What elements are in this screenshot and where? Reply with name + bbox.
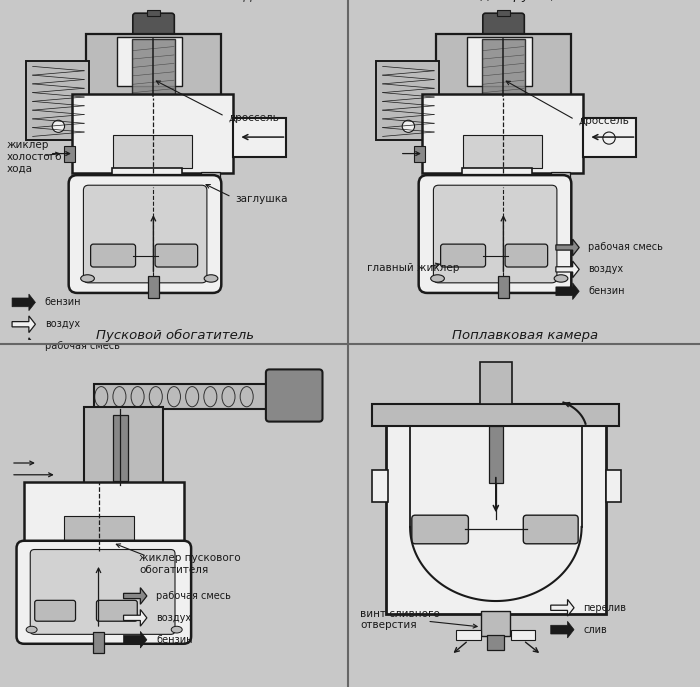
Polygon shape: [123, 631, 147, 648]
Text: бензин: бензин: [45, 297, 81, 307]
Text: жиклер
холостого
хода: жиклер холостого хода: [7, 140, 62, 173]
Text: бензин: бензин: [589, 286, 625, 296]
Bar: [64, 516, 134, 545]
Bar: [551, 172, 570, 185]
Text: винт сливного
отверстия: винт сливного отверстия: [360, 609, 440, 631]
Text: главный жиклер: главный жиклер: [368, 262, 460, 273]
FancyBboxPatch shape: [155, 244, 197, 267]
Circle shape: [402, 120, 414, 133]
Bar: [489, 426, 503, 483]
Polygon shape: [556, 239, 579, 256]
FancyBboxPatch shape: [266, 370, 323, 422]
Bar: [456, 630, 481, 640]
FancyBboxPatch shape: [17, 541, 191, 644]
Bar: [148, 276, 159, 298]
Bar: [422, 94, 583, 173]
FancyBboxPatch shape: [440, 244, 486, 267]
Polygon shape: [556, 283, 579, 300]
Bar: [414, 146, 424, 162]
FancyBboxPatch shape: [505, 244, 547, 267]
Circle shape: [52, 120, 64, 133]
Bar: [72, 94, 233, 173]
FancyBboxPatch shape: [433, 185, 557, 283]
Bar: [498, 276, 509, 298]
Bar: [463, 135, 542, 168]
Bar: [480, 362, 512, 404]
Bar: [233, 118, 286, 157]
Bar: [86, 34, 221, 98]
Polygon shape: [556, 261, 579, 278]
Text: заглушка: заглушка: [235, 194, 288, 203]
Ellipse shape: [554, 275, 568, 282]
Bar: [113, 415, 128, 481]
Bar: [64, 146, 74, 162]
Title: Пусковой обогатитель: Пусковой обогатитель: [96, 329, 254, 342]
Polygon shape: [551, 600, 574, 616]
Bar: [510, 630, 536, 640]
Bar: [606, 470, 621, 502]
FancyBboxPatch shape: [69, 175, 221, 293]
Circle shape: [603, 132, 615, 144]
Bar: [583, 118, 636, 157]
FancyBboxPatch shape: [412, 515, 468, 544]
Polygon shape: [123, 587, 147, 605]
Bar: [376, 60, 440, 139]
Bar: [487, 635, 505, 650]
Text: жиклер пускового
обогатителя: жиклер пускового обогатителя: [139, 553, 241, 575]
Text: воздух: воздух: [156, 613, 191, 623]
FancyBboxPatch shape: [83, 185, 207, 283]
Text: воздух: воздух: [589, 264, 624, 274]
Text: бензин: бензин: [156, 635, 192, 644]
Text: перелив: перелив: [583, 602, 627, 613]
Bar: [482, 39, 525, 96]
Text: рабочая смесь: рабочая смесь: [589, 243, 664, 253]
Polygon shape: [551, 621, 574, 638]
FancyBboxPatch shape: [483, 13, 524, 41]
FancyBboxPatch shape: [84, 407, 163, 485]
Bar: [467, 37, 532, 86]
Text: рабочая смесь: рабочая смесь: [45, 341, 120, 351]
Ellipse shape: [26, 627, 37, 633]
Bar: [372, 470, 388, 502]
Bar: [24, 482, 183, 550]
Bar: [497, 10, 510, 16]
Title: Поплавковая камера: Поплавковая камера: [452, 329, 598, 342]
FancyBboxPatch shape: [524, 515, 578, 544]
FancyBboxPatch shape: [35, 600, 76, 621]
Polygon shape: [12, 338, 36, 354]
FancyBboxPatch shape: [419, 175, 571, 293]
Bar: [93, 632, 104, 653]
Bar: [26, 60, 90, 139]
FancyBboxPatch shape: [386, 414, 606, 614]
Polygon shape: [12, 294, 36, 311]
Text: слив: слив: [583, 624, 607, 635]
FancyBboxPatch shape: [90, 244, 136, 267]
Bar: [201, 172, 220, 185]
Title: Система холостого хода: Система холостого хода: [89, 0, 261, 2]
FancyBboxPatch shape: [30, 550, 175, 634]
Bar: [436, 34, 571, 98]
Bar: [372, 404, 620, 426]
Bar: [94, 384, 288, 409]
Text: воздух: воздух: [45, 319, 80, 329]
Bar: [461, 168, 532, 187]
Ellipse shape: [430, 275, 444, 282]
Bar: [481, 611, 510, 636]
Ellipse shape: [80, 275, 94, 282]
Text: дроссель: дроссель: [578, 116, 629, 126]
Bar: [117, 37, 182, 86]
Polygon shape: [12, 316, 36, 333]
FancyBboxPatch shape: [133, 13, 174, 41]
Bar: [132, 39, 175, 96]
Text: рабочая смесь: рабочая смесь: [156, 591, 231, 601]
Text: дроссель: дроссель: [228, 113, 279, 123]
Bar: [111, 168, 182, 187]
Ellipse shape: [172, 627, 182, 633]
Title: Главная дозирующая система: Главная дозирующая система: [419, 0, 631, 2]
FancyBboxPatch shape: [97, 600, 137, 621]
Polygon shape: [123, 609, 147, 626]
Ellipse shape: [204, 275, 218, 282]
Bar: [113, 135, 192, 168]
Bar: [147, 10, 160, 16]
